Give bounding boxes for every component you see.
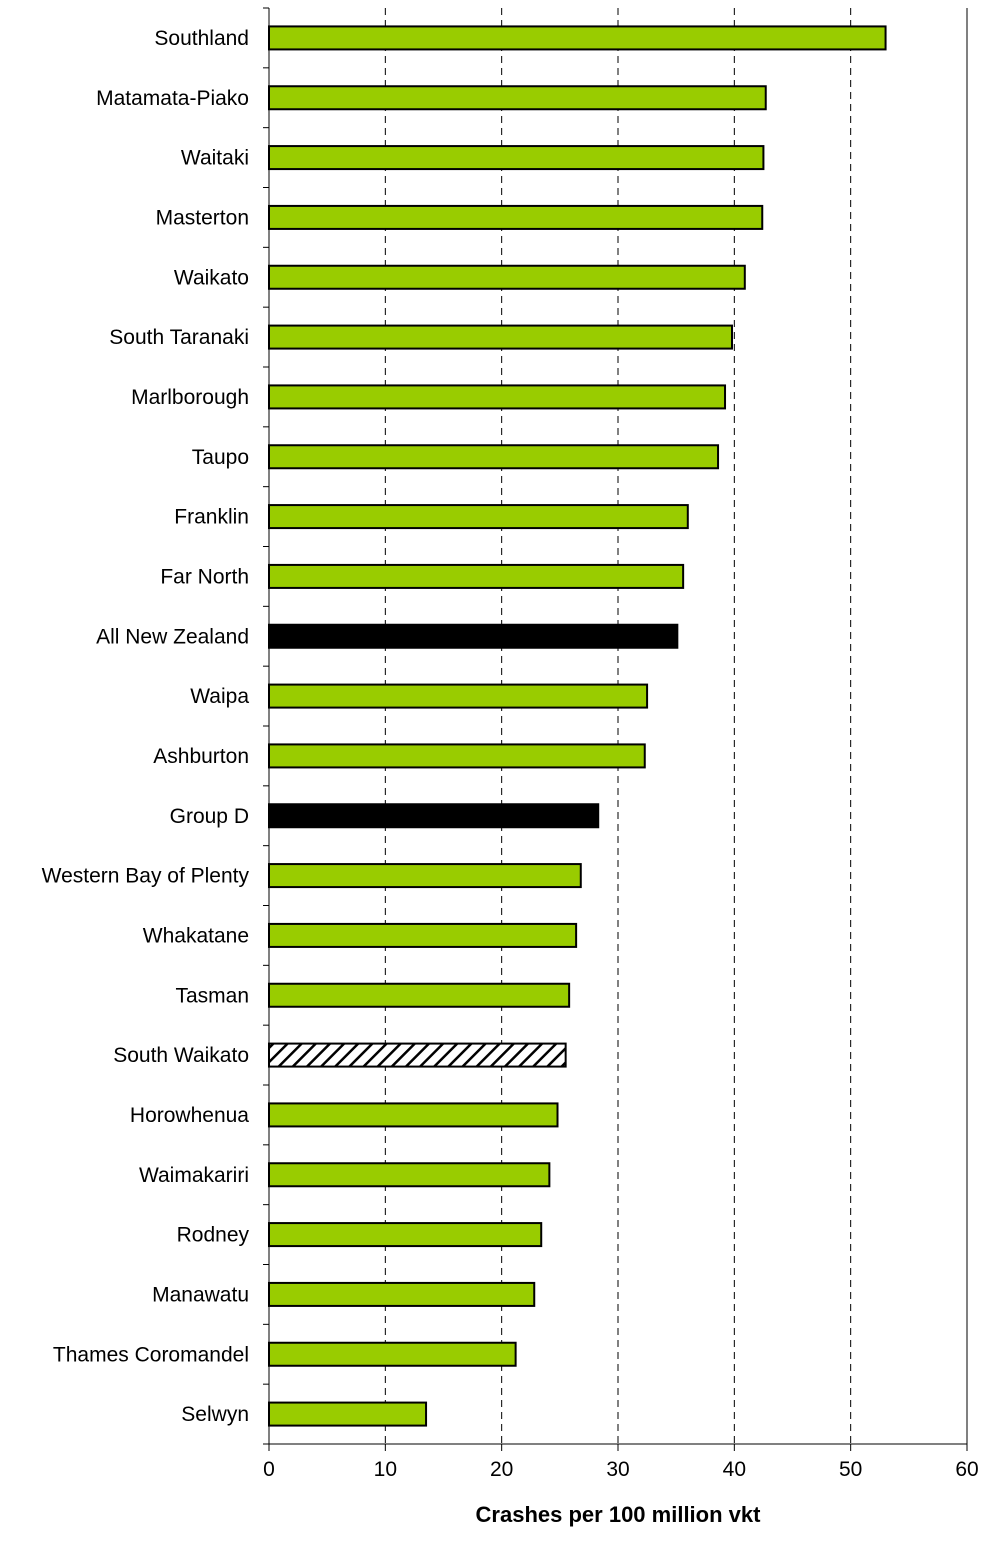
category-label-southland: Southland (154, 27, 249, 50)
bar-south-taranaki (268, 324, 734, 350)
bar-group-d (268, 803, 600, 829)
category-label-marlborough: Marlborough (131, 386, 249, 409)
bar-franklin (268, 504, 689, 530)
bar-all-new-zealand (268, 623, 679, 649)
category-label-ashburton: Ashburton (153, 745, 249, 768)
gridlines (384, 8, 968, 1444)
category-label-far-north: Far North (160, 565, 249, 588)
bar-south-waikato (268, 1042, 567, 1068)
category-label-waimakariri: Waimakariri (139, 1164, 249, 1187)
bars (268, 25, 887, 1427)
x-tick-label-10: 10 (374, 1458, 397, 1481)
bar-southland (268, 25, 887, 51)
category-label-masterton: Masterton (156, 206, 249, 229)
bar-tasman (268, 982, 571, 1008)
category-label-franklin: Franklin (174, 506, 249, 529)
bar-taupo (268, 444, 720, 470)
x-tick-label-60: 60 (955, 1458, 978, 1481)
category-label-manawatu: Manawatu (152, 1283, 249, 1306)
bar-western-bay-of-plenty (268, 863, 582, 889)
bar-whakatane (268, 922, 578, 948)
bar-masterton (268, 204, 764, 230)
bar-ashburton (268, 743, 646, 769)
category-label-south-taranaki: South Taranaki (109, 326, 249, 349)
bar-waimakariri (268, 1162, 551, 1188)
category-label-south-waikato: South Waikato (113, 1044, 249, 1067)
x-tick-label-40: 40 (723, 1458, 746, 1481)
category-label-waikato: Waikato (174, 266, 249, 289)
bar-rodney (268, 1222, 543, 1248)
category-label-all-new-zealand: All New Zealand (96, 625, 249, 648)
bar-matamata-piako (268, 85, 767, 111)
bar-marlborough (268, 384, 727, 410)
category-label-horowhenua: Horowhenua (130, 1104, 249, 1127)
category-label-waipa: Waipa (190, 685, 249, 708)
x-axis-title: Crashes per 100 million vkt (476, 1502, 762, 1527)
category-label-whakatane: Whakatane (143, 924, 249, 947)
labels: Southland Matamata-Piako Waitaki Masterton W… (42, 27, 979, 1481)
x-tick-label-0: 0 (263, 1458, 275, 1481)
category-label-waitaki: Waitaki (181, 147, 249, 170)
x-tick-label-30: 30 (606, 1458, 629, 1481)
category-label-taupo: Taupo (192, 446, 249, 469)
category-label-western-bay-of-plenty: Western Bay of Plenty (42, 865, 250, 888)
category-label-selwyn: Selwyn (181, 1403, 249, 1426)
x-tick-label-50: 50 (839, 1458, 862, 1481)
category-label-group-d: Group D (170, 805, 249, 828)
bar-far-north (268, 563, 685, 589)
bar-horowhenua (268, 1102, 559, 1128)
category-label-matamata-piako: Matamata-Piako (96, 87, 249, 110)
axes (263, 7, 968, 1451)
category-label-rodney: Rodney (177, 1224, 250, 1247)
bar-waitaki (268, 145, 765, 171)
bar-waipa (268, 683, 649, 709)
bar-thames-coromandel (268, 1341, 517, 1367)
bar-selwyn (268, 1401, 428, 1427)
x-tick-label-20: 20 (490, 1458, 513, 1481)
bar-manawatu (268, 1281, 536, 1307)
category-label-tasman: Tasman (175, 984, 249, 1007)
category-label-thames-coromandel: Thames Coromandel (53, 1343, 249, 1366)
bar-waikato (268, 264, 746, 290)
